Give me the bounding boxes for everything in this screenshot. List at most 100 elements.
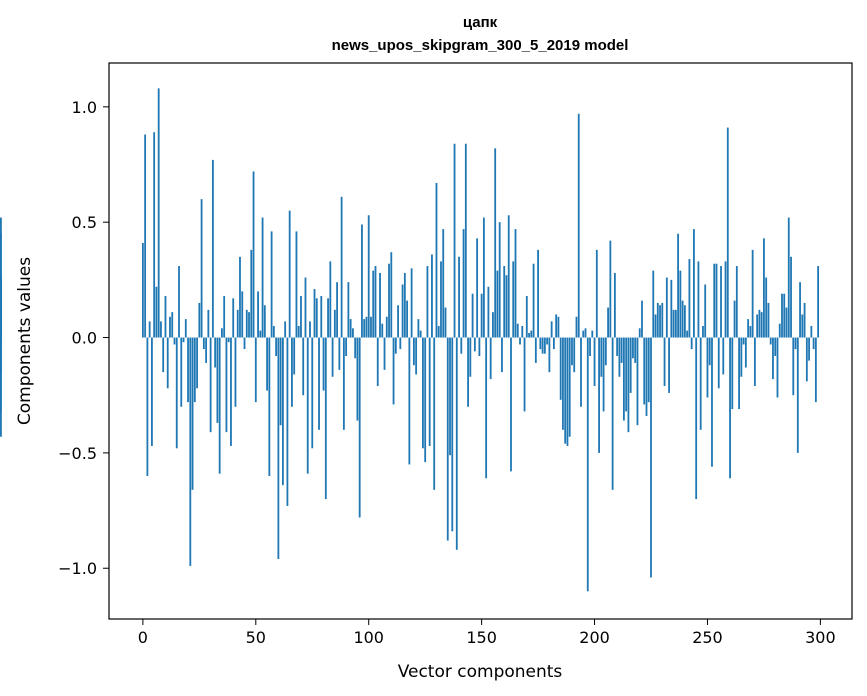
bar [758,309,761,338]
bar [266,337,268,391]
bar [236,309,239,338]
bar [598,337,600,453]
bar [397,305,399,338]
bar [494,148,497,338]
bar [313,289,316,338]
bar [794,337,797,350]
bar [302,337,305,396]
bar [817,266,820,338]
bar [175,337,178,449]
bar [169,316,171,338]
bar [268,337,271,476]
bar [428,337,431,446]
bar [708,337,711,366]
bar [607,307,609,338]
bar [153,132,156,338]
bar [410,268,413,338]
bar [464,143,467,338]
bar [654,314,657,338]
bar [534,337,537,363]
bar [257,291,259,338]
bar [679,270,682,338]
bar [521,326,524,338]
bar [695,337,698,500]
bar [207,309,210,338]
x-tick-label: 100 [353,628,384,647]
bar [304,277,307,338]
bar [281,337,284,486]
bar [656,302,659,338]
bar [444,307,447,338]
bar [209,337,212,433]
bar [363,319,366,338]
bar [751,249,754,338]
bar [735,266,738,338]
bar [406,300,409,338]
bar [677,233,680,338]
bar [577,113,580,338]
bar [487,286,490,338]
bar [435,182,438,338]
bar [155,286,158,338]
bar [616,337,619,356]
bar [230,337,232,446]
bar [550,321,553,338]
bar [401,284,404,338]
bar [345,337,348,356]
bar [263,305,266,338]
bar [141,242,144,338]
bar [198,302,201,338]
bar [623,337,625,421]
bar [0,337,2,373]
bar [688,259,691,338]
bar [760,312,763,338]
bar [744,337,747,368]
bar [790,256,792,338]
bar [672,309,675,338]
bar [277,337,280,560]
bar [467,337,469,407]
bar [148,321,151,338]
bar [166,337,169,389]
bar [778,323,781,338]
y-tick-label: −0.5 [58,444,97,463]
bar [218,337,221,474]
bar [318,337,320,430]
bar [618,337,621,377]
bar [729,337,731,479]
bar [320,296,323,338]
bar [720,266,722,338]
bar-series [0,88,820,592]
bar [211,159,214,338]
bar [503,266,506,338]
bar [270,231,273,338]
bar [528,332,530,338]
bar [507,215,510,338]
bar [808,337,810,361]
bar [451,337,454,532]
bar [799,282,801,338]
bar [403,272,406,338]
bar [202,337,205,350]
chart-title: цапк [463,14,498,31]
bar [214,337,217,368]
bar [322,337,325,391]
bar [796,337,799,453]
bar [248,312,250,338]
bar [417,319,420,338]
bar [636,337,639,426]
bar [225,337,228,433]
bar [354,337,357,359]
bar [564,337,567,444]
x-tick-label: 250 [692,628,723,647]
bar [738,337,740,410]
bar [453,143,456,338]
bar [713,263,716,338]
bar [460,337,463,354]
bar [327,298,329,338]
bar [742,337,745,345]
bar [629,337,632,393]
bar [383,337,386,370]
bar [144,134,147,338]
bar [189,337,192,566]
